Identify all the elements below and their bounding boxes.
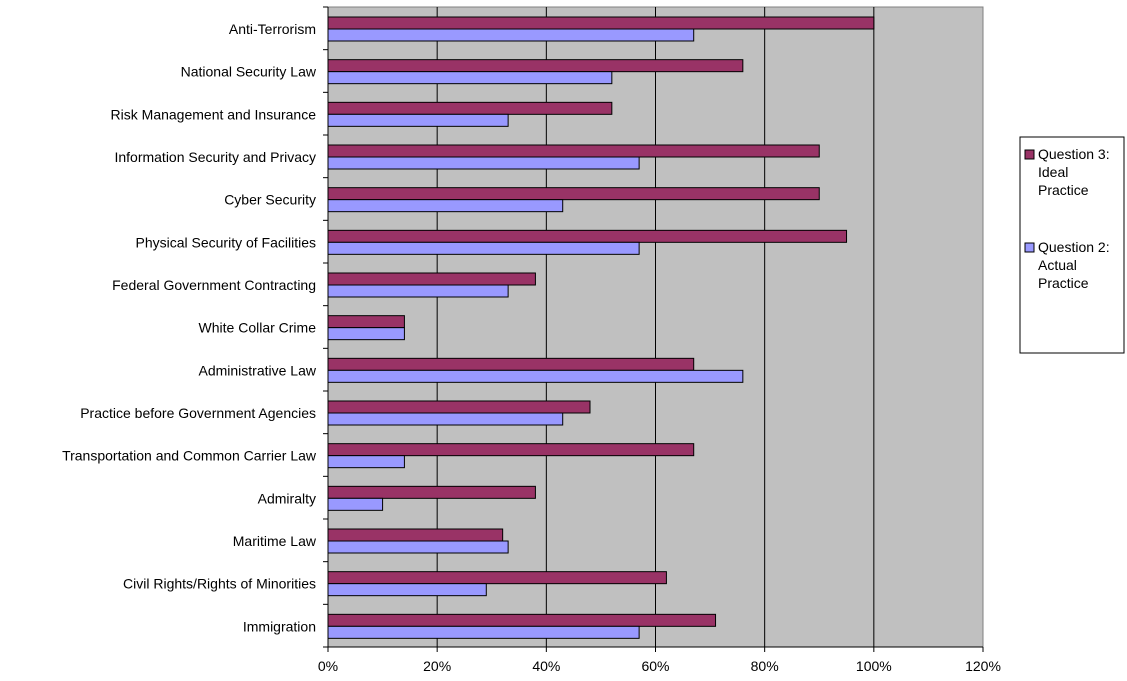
bar-actual	[327, 583, 487, 597]
x-tick-label: 0%	[318, 658, 338, 674]
category-label: Administrative Law	[199, 362, 317, 378]
category-label: Admiralty	[258, 490, 316, 506]
x-tick-label: 100%	[856, 658, 892, 674]
legend-swatch	[1024, 149, 1035, 160]
bar-actual	[327, 497, 384, 511]
legend-label: Question 2:	[1038, 239, 1110, 255]
category-label: Anti-Terrorism	[229, 21, 316, 37]
category-label: Federal Government Contracting	[112, 277, 316, 293]
category-label: Maritime Law	[233, 533, 317, 549]
legend-label: Actual	[1038, 257, 1077, 273]
bar-actual	[327, 412, 564, 426]
legend-label: Question 3:	[1038, 146, 1110, 162]
legend-swatch	[1024, 242, 1035, 253]
x-tick-label: 20%	[423, 658, 451, 674]
bar-ideal	[327, 315, 405, 329]
bar-ideal	[327, 16, 875, 30]
bar-actual	[327, 540, 509, 554]
category-label: White Collar Crime	[199, 320, 317, 336]
category-label: Risk Management and Insurance	[111, 106, 317, 122]
bar-ideal	[327, 144, 820, 158]
category-label: Physical Security of Facilities	[135, 234, 316, 250]
x-tick-label: 80%	[751, 658, 779, 674]
category-label: Transportation and Common Carrier Law	[62, 448, 317, 464]
bar-ideal	[327, 400, 591, 414]
legend-label: Ideal	[1038, 164, 1068, 180]
bar-ideal	[327, 613, 717, 627]
legend-label: Practice	[1038, 275, 1089, 291]
bar-ideal	[327, 187, 820, 201]
category-label: Cyber Security	[224, 192, 316, 208]
bar-actual	[327, 625, 640, 639]
bar-ideal	[327, 229, 848, 243]
bar-ideal	[327, 528, 504, 542]
bar-actual	[327, 369, 744, 383]
bar-actual	[327, 28, 695, 42]
bar-ideal	[327, 443, 695, 457]
x-tick-label: 120%	[965, 658, 1001, 674]
bar-ideal	[327, 571, 667, 585]
category-label: Immigration	[243, 618, 316, 634]
bar-actual	[327, 327, 405, 341]
bar-actual	[327, 71, 613, 85]
legend-label: Practice	[1038, 182, 1089, 198]
x-tick-label: 60%	[641, 658, 669, 674]
bar-ideal	[327, 485, 536, 499]
bar-ideal	[327, 272, 536, 286]
bar-ideal	[327, 59, 744, 73]
legend-box	[1019, 136, 1125, 354]
bar-ideal	[327, 357, 695, 371]
category-label: Practice before Government Agencies	[80, 405, 316, 421]
bar-actual	[327, 241, 640, 255]
bar-actual	[327, 199, 564, 213]
bar-actual	[327, 284, 509, 298]
bar-actual	[327, 455, 405, 469]
x-tick-label: 40%	[532, 658, 560, 674]
category-label: Information Security and Privacy	[114, 149, 316, 165]
bar-actual	[327, 113, 509, 127]
bar-actual	[327, 156, 640, 170]
category-label: National Security Law	[181, 64, 317, 80]
bar-ideal	[327, 101, 613, 115]
category-label: Civil Rights/Rights of Minorities	[123, 576, 316, 592]
